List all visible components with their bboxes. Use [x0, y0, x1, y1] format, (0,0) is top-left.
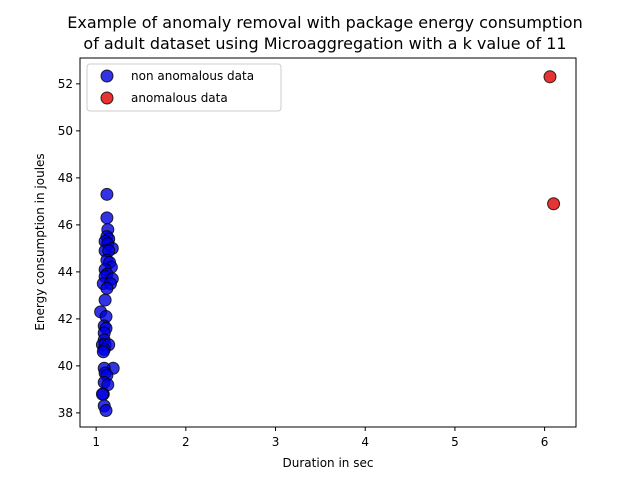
legend-box — [86, 63, 282, 112]
legend-marker-anomalous — [100, 91, 114, 105]
legend-label-anomalous: anomalous data — [131, 91, 228, 105]
chart-title-line-1: Example of anomaly removal with package … — [67, 13, 582, 32]
x-axis-label: Duration in sec — [283, 456, 374, 470]
plot-area — [80, 58, 576, 427]
data-points — [94, 70, 561, 418]
non-anomalous-point — [95, 387, 109, 401]
non-anomalous-point — [99, 404, 113, 418]
plot-frame — [79, 57, 577, 428]
x-tick-label: 3 — [272, 435, 280, 449]
legend: non anomalous data anomalous data — [86, 63, 282, 112]
x-tick-label: 4 — [361, 435, 369, 449]
y-tick-label: 46 — [58, 218, 73, 232]
y-tick-label: 40 — [58, 359, 73, 373]
non-anomalous-point — [100, 281, 114, 295]
x-tick-label: 2 — [182, 435, 190, 449]
non-anomalous-point — [96, 345, 110, 359]
y-tick-label: 48 — [58, 171, 73, 185]
y-tick-label: 38 — [58, 406, 73, 420]
x-tick-label: 5 — [451, 435, 459, 449]
x-axis-ticks: 1 2 3 4 5 6 — [92, 427, 548, 449]
non-anomalous-point — [100, 211, 114, 225]
legend-label-non-anomalous: non anomalous data — [131, 69, 254, 83]
chart-title-line-2: of adult dataset using Microaggregation … — [83, 34, 566, 53]
y-axis-ticks: 38 40 42 44 46 48 50 52 — [58, 77, 80, 420]
x-tick-label: 6 — [541, 435, 549, 449]
y-axis-label: Energy consumption in joules — [33, 153, 47, 330]
x-tick-label: 1 — [92, 435, 100, 449]
anomalous-point — [547, 197, 561, 211]
legend-marker-non-anomalous — [100, 69, 114, 83]
y-tick-label: 44 — [58, 265, 73, 279]
non-anomalous-point — [98, 293, 112, 307]
y-tick-label: 42 — [58, 312, 73, 326]
non-anomalous-point — [100, 187, 114, 201]
y-tick-label: 52 — [58, 77, 73, 91]
anomalous-point — [543, 70, 557, 84]
y-tick-label: 50 — [58, 124, 73, 138]
